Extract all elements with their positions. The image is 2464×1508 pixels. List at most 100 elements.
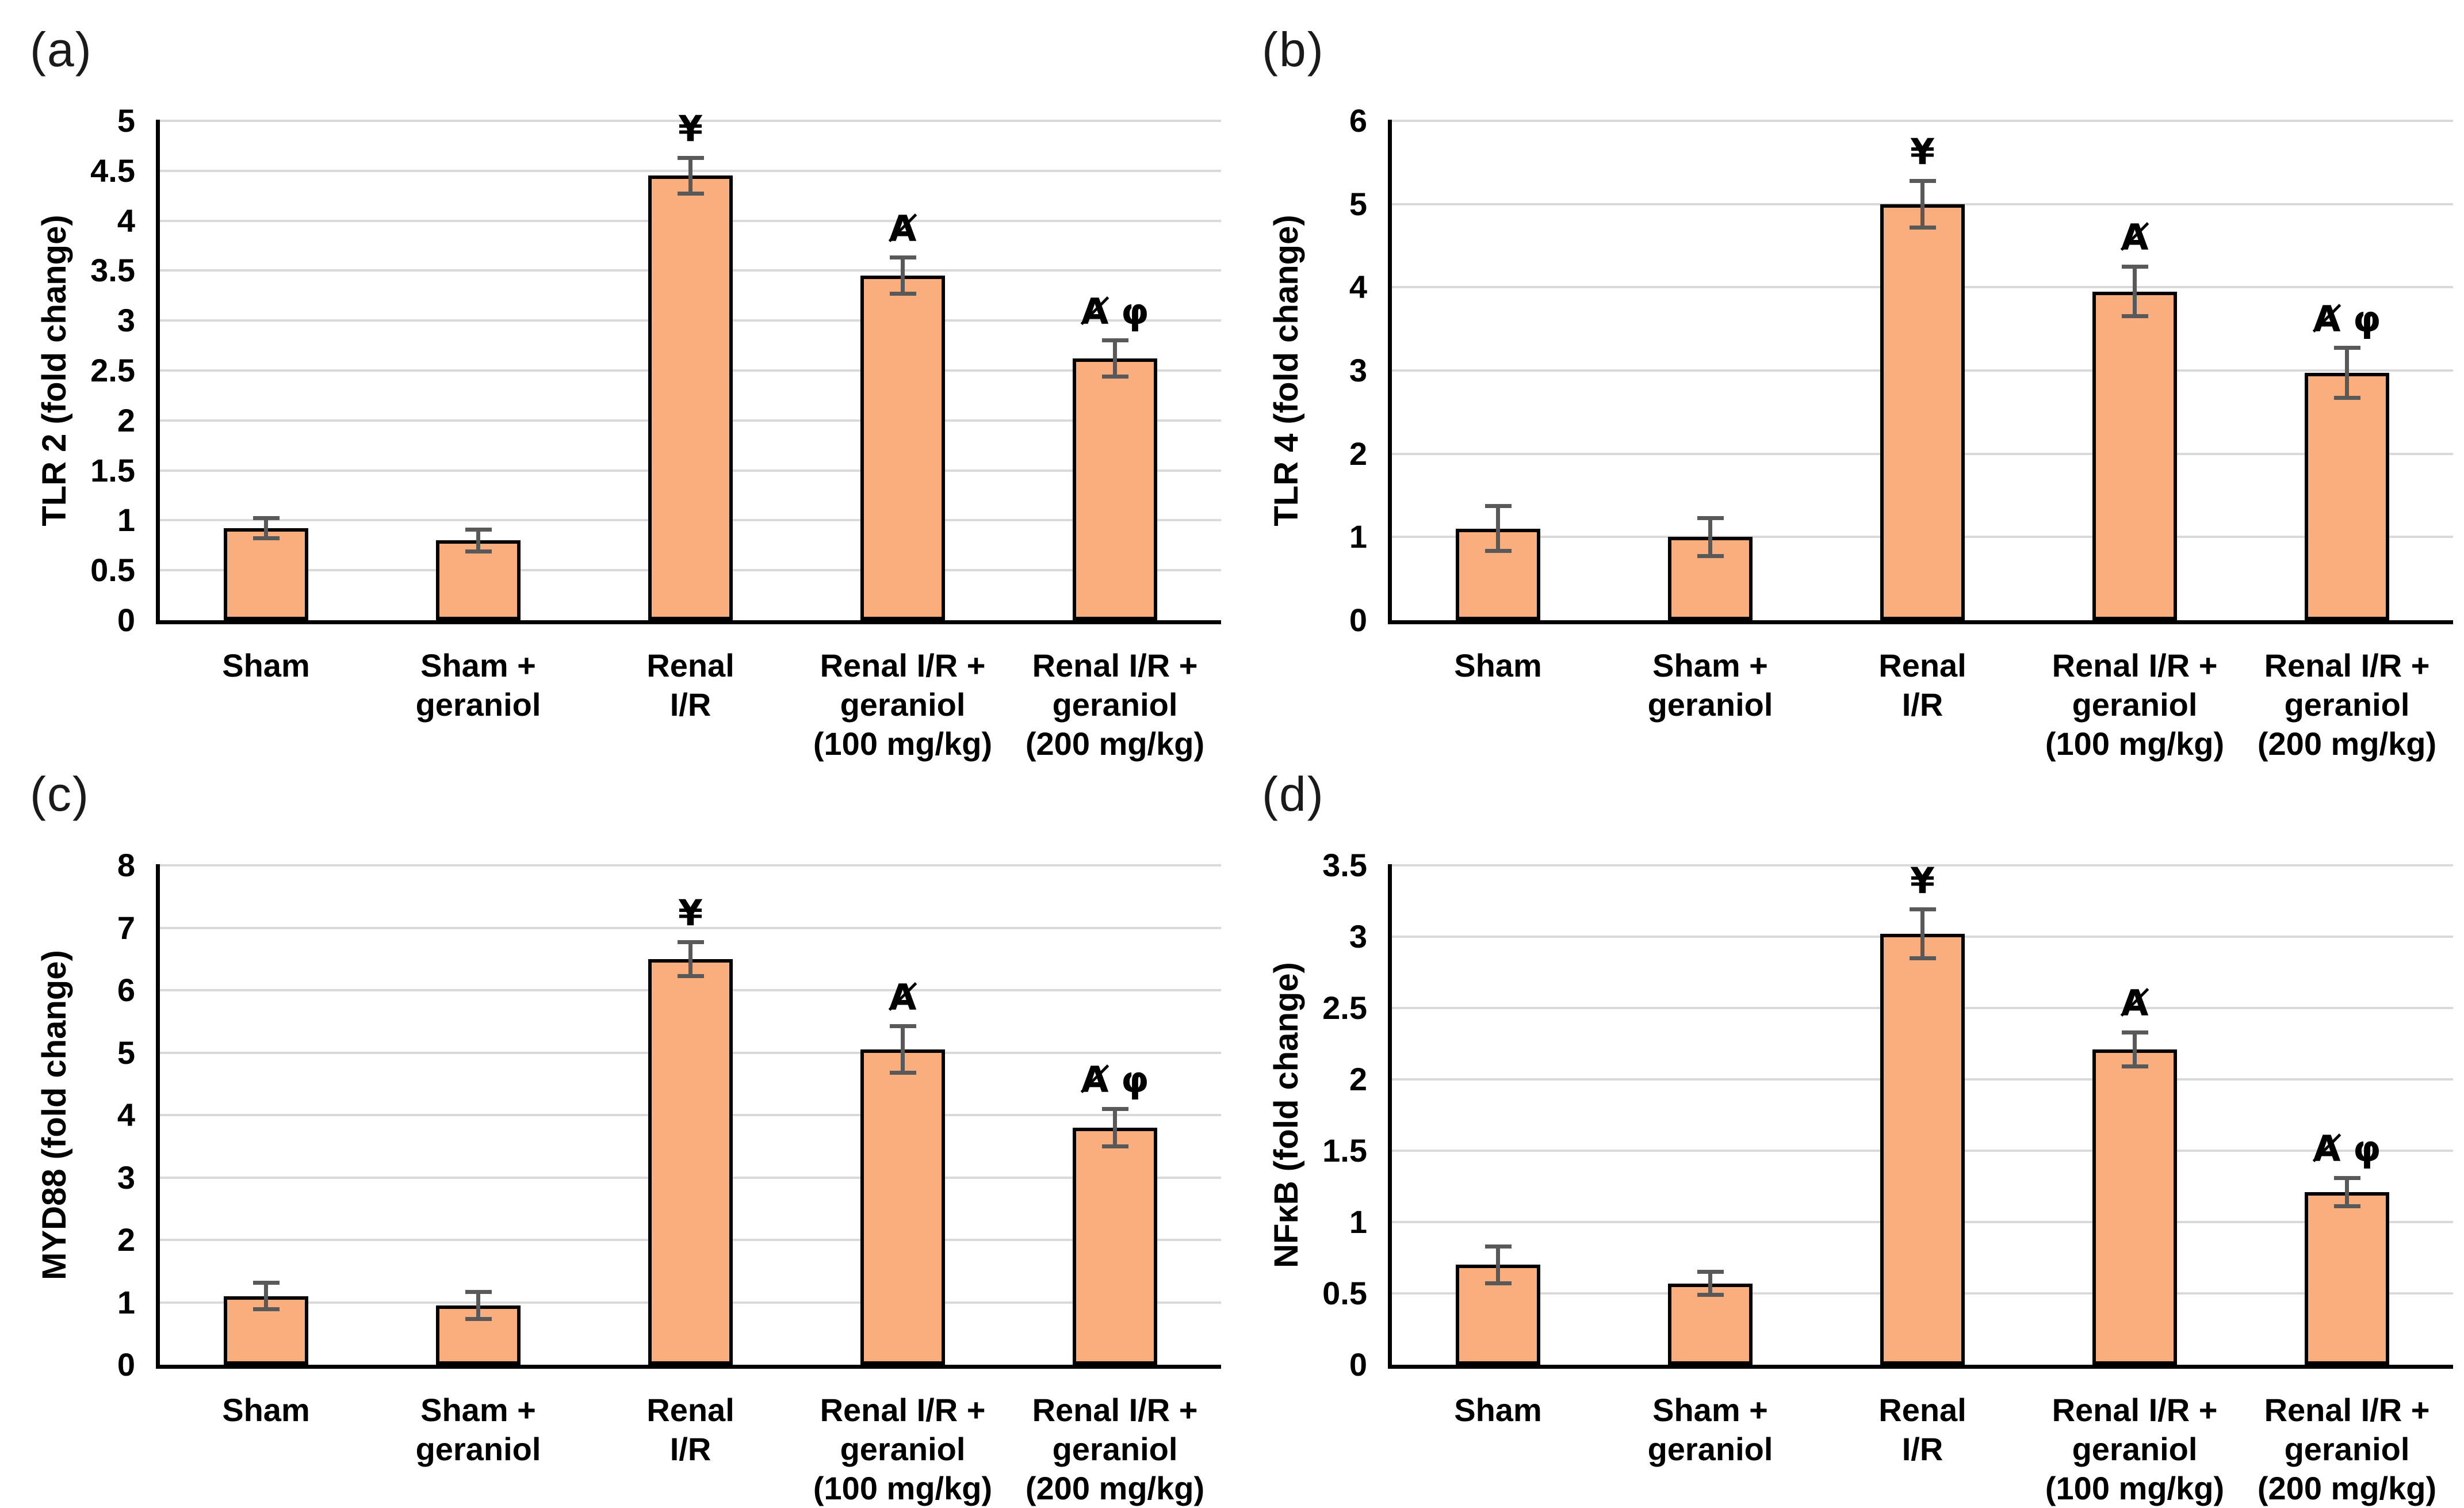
error-bar	[901, 257, 905, 294]
x-category-line: geraniol	[840, 686, 966, 723]
error-bar-cap	[1484, 504, 1512, 509]
x-category-line: (100 mg/kg)	[2045, 726, 2225, 762]
y-tick-label: 5	[117, 1034, 135, 1071]
x-category-label: Sham + geraniol	[366, 1391, 590, 1469]
x-axis-line	[1388, 620, 2453, 624]
gridline	[1392, 120, 2453, 122]
error-bar-cap	[2333, 346, 2360, 350]
significance-symbol: Ⱥ	[889, 976, 917, 1018]
x-category-line: geraniol	[415, 1431, 541, 1467]
bar	[2092, 291, 2177, 620]
error-bar-cap	[1697, 516, 1724, 520]
significance-symbol: Ⱥ	[2121, 216, 2149, 259]
x-category-label: Sham	[154, 1391, 378, 1430]
x-axis-line	[156, 1365, 1221, 1369]
y-tick-label: 3.5	[1322, 847, 1367, 883]
panel-d: (d) NFκB (fold change) 3.5 3 2.5 2 1.5 1 0.5 0 S…	[1232, 745, 2464, 1506]
panel-letter-c: (c)	[30, 767, 90, 821]
x-category-label: Renal I/R + geraniol (100 mg/kg)	[2023, 1391, 2247, 1508]
x-category-line: geraniol	[840, 1431, 966, 1467]
y-tick-label: 2	[1349, 435, 1367, 472]
error-bar	[476, 1292, 480, 1319]
y-tick-label: 6	[117, 972, 135, 1008]
y-axis-line	[1388, 864, 1392, 1369]
x-category-line: Renal	[1878, 647, 1966, 684]
y-tick-label: 4	[1349, 269, 1367, 306]
panel-letter-d: (d)	[1262, 767, 1325, 821]
panel-letter-a: (a)	[30, 22, 93, 77]
x-category-line: Sham	[222, 1392, 310, 1428]
x-category-line: Renal I/R +	[820, 647, 986, 684]
error-bar	[2133, 1032, 2137, 1067]
x-category-line: geraniol	[415, 686, 541, 723]
error-bar-cap	[677, 155, 704, 160]
x-category-line: Renal	[1878, 1392, 1966, 1428]
significance-symbol: ¥	[1910, 131, 1935, 173]
error-bar	[688, 942, 692, 976]
y-tick-label: 2	[117, 402, 135, 438]
x-category-line: Sham	[222, 647, 310, 684]
error-bar-cap	[252, 1307, 280, 1311]
y-axis-line	[1388, 120, 1392, 624]
panel-letter-b: (b)	[1262, 22, 1325, 77]
panel-a: (a) TLR 2 (fold change) 5 4.5 4 3.5 3 2.5 2 1.5…	[0, 0, 1232, 762]
error-bar	[1496, 1246, 1500, 1284]
y-tick-label: 0	[1349, 1346, 1367, 1383]
x-category-label: Renal I/R	[1811, 1391, 2034, 1469]
error-bar-cap	[677, 940, 704, 944]
bar	[860, 1049, 945, 1365]
y-tick-label: 8	[117, 847, 135, 883]
x-category-line: Renal I/R +	[2052, 647, 2218, 684]
error-bar-cap	[252, 516, 280, 521]
y-tick-label: 0	[1349, 602, 1367, 638]
bar	[2092, 1049, 2177, 1365]
error-bar-cap	[2333, 396, 2360, 400]
y-tick-label: 1	[1349, 518, 1367, 555]
error-bar	[1113, 1109, 1117, 1147]
x-category-label: Sham	[1386, 646, 1610, 685]
error-bar-cap	[889, 1024, 916, 1029]
x-category-line: Renal I/R +	[2052, 1392, 2218, 1428]
error-bar-cap	[1484, 1244, 1512, 1249]
x-category-label: Renal I/R + geraniol (100 mg/kg)	[791, 646, 1015, 763]
x-category-line: Renal I/R +	[2264, 647, 2430, 684]
x-category-line: Sham +	[1652, 647, 1768, 684]
panel-c: (c) MYD88 (fold change) 8 7 6 5 4 3 2 1 0 Sham Sha…	[0, 745, 1232, 1506]
error-bar-cap	[1697, 1292, 1724, 1297]
x-category-line: geraniol	[2072, 1431, 2198, 1467]
error-bar	[1113, 340, 1117, 377]
x-category-line: (100 mg/kg)	[813, 726, 993, 762]
x-category-label: Renal I/R + geraniol (100 mg/kg)	[791, 1391, 1015, 1508]
y-tick-label: 1	[117, 502, 135, 539]
gridline	[160, 926, 1221, 929]
y-tick-label: 0.5	[90, 552, 135, 589]
bar	[2305, 373, 2389, 620]
x-category-line: geraniol	[1647, 686, 1773, 723]
x-category-label: Renal I/R + geraniol (200 mg/kg)	[2235, 1391, 2459, 1508]
error-bar-cap	[465, 1289, 492, 1294]
error-bar-cap	[252, 1281, 280, 1285]
x-category-label: Renal I/R + geraniol (200 mg/kg)	[1003, 1391, 1227, 1508]
y-axis-line	[156, 120, 160, 624]
x-category-line: Renal I/R +	[1032, 1392, 1198, 1428]
x-category-label: Renal I/R + geraniol (200 mg/kg)	[2235, 646, 2459, 763]
x-category-line: Renal I/R +	[1032, 647, 1198, 684]
bar	[648, 175, 733, 620]
bar	[648, 959, 733, 1365]
error-bar	[688, 158, 692, 194]
significance-symbol: Ⱥ φ	[2313, 1128, 2381, 1170]
error-bar	[1920, 909, 1924, 959]
x-axis-line	[1388, 1365, 2453, 1369]
error-bar-cap	[1484, 549, 1512, 553]
y-tick-label: 6	[1349, 102, 1367, 139]
error-bar-cap	[1909, 225, 1936, 230]
error-bar-cap	[2333, 1204, 2360, 1209]
error-bar-cap	[1909, 178, 1936, 183]
significance-symbol: ¥	[678, 108, 703, 150]
x-category-label: Sham + geraniol	[366, 646, 590, 724]
error-bar-cap	[1697, 554, 1724, 559]
error-bar	[476, 529, 480, 552]
error-bar-cap	[465, 549, 492, 553]
x-category-label: Sham + geraniol	[1598, 1391, 1822, 1469]
